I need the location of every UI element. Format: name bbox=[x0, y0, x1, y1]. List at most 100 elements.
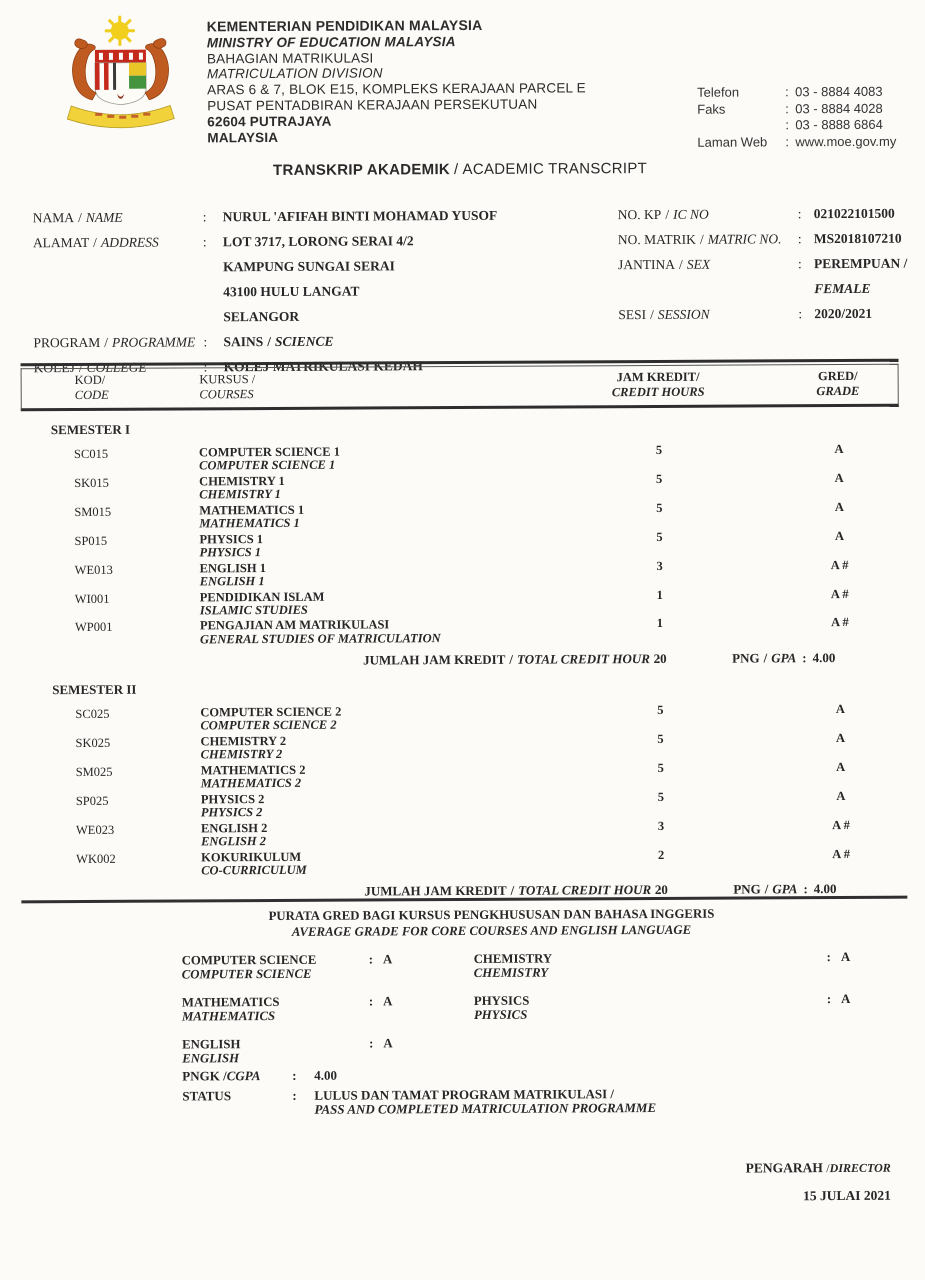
core-grades-heading-en: AVERAGE GRADE FOR CORE COURSES AND ENGLI… bbox=[291, 922, 692, 939]
ic-row: NO. KP / IC NO : 021022101500 bbox=[618, 201, 908, 228]
core-grade: A bbox=[841, 991, 851, 1007]
semester-1-total-row: JUMLAH JAM KREDIT / TOTAL CREDIT HOUR : 20… bbox=[363, 649, 836, 668]
course-code: WP001 bbox=[74, 620, 113, 635]
program-en: SCIENCE bbox=[274, 333, 334, 349]
course-code: SC025 bbox=[75, 706, 110, 722]
course-table-header: KOD/ CODE KURSUS / COURSES JAM KREDIT/ C… bbox=[20, 358, 899, 412]
core-grade-row: MATHEMATICS MATHEMATICS :A PHYSICS PHYSICS… bbox=[181, 991, 851, 1023]
summary-section: PNGK /CGPA : 4.00 STATUS : LULUS DAN TAM… bbox=[2, 1066, 925, 1124]
course-code: SK025 bbox=[75, 735, 111, 750]
course-grade: A # bbox=[830, 557, 849, 572]
course-grade: A bbox=[835, 701, 845, 717]
course-row: SC025 COMPUTER SCIENCE 2 COMPUTER SCIENCE… bbox=[0, 701, 925, 734]
contact-row-faks2: :03 - 8888 6864 bbox=[785, 116, 883, 133]
motto-banner-icon bbox=[66, 105, 175, 129]
course-credit: 5 bbox=[655, 471, 663, 486]
signature-date: 15 JULAI 2021 bbox=[803, 1187, 891, 1204]
student-info-section: NAMA / NAME : NURUL 'AFIFAH BINTI MOHAMAD … bbox=[33, 201, 908, 381]
web-label: Laman Web bbox=[697, 133, 768, 150]
course-code: SP025 bbox=[75, 793, 109, 808]
course-grade: A bbox=[834, 470, 844, 485]
core-grades-section: COMPUTER SCIENCE COMPUTER SCIENCE :A CHEM… bbox=[2, 949, 925, 1082]
document-title-en: ACADEMIC TRANSCRIPT bbox=[462, 160, 648, 178]
course-grade: A # bbox=[831, 615, 849, 630]
session-value: 2020/2021 bbox=[814, 305, 873, 322]
student-name: NURUL 'AFIFAH BINTI MOHAMAD YUSOF bbox=[222, 207, 498, 225]
core-grade: A bbox=[383, 1036, 393, 1051]
core-grade-row: COMPUTER SCIENCE COMPUTER SCIENCE :A CHEM… bbox=[181, 949, 851, 981]
course-code: WE013 bbox=[74, 562, 113, 577]
core-grade: A bbox=[383, 994, 393, 1009]
course-grade: A bbox=[834, 442, 844, 457]
course-grade: A # bbox=[832, 817, 850, 832]
course-code: SM015 bbox=[74, 504, 112, 519]
semester-2-section: SEMESTER II SC025 COMPUTER SCIENCE 2 COMP… bbox=[0, 678, 925, 902]
course-credit: 3 bbox=[657, 818, 665, 833]
course-code: SK015 bbox=[74, 475, 109, 490]
telefon-value: 03 - 8884 4083 bbox=[795, 83, 883, 100]
course-credit: 5 bbox=[657, 789, 664, 804]
course-row: WP001 PENGAJIAN AM MATRIKULASI GENERAL ST… bbox=[0, 615, 925, 647]
status-row: STATUS : LULUS DAN TAMAT PROGRAM MATRIKU… bbox=[182, 1085, 657, 1117]
course-credit: 5 bbox=[657, 731, 664, 746]
course-code: WE023 bbox=[75, 822, 115, 837]
program-my: SAINS bbox=[223, 334, 264, 350]
course-code: WK002 bbox=[76, 851, 116, 866]
course-row: WE023 ENGLISH 2 ENGLISH 2 3 A # bbox=[1, 818, 925, 849]
header-grade: GRED/ GRADE bbox=[816, 368, 860, 399]
matric-row: NO. MATRIK / MATRIC NO. : MS2018107210 bbox=[618, 226, 908, 253]
student-address-line: 43100 HULU LANGAT bbox=[223, 283, 360, 300]
faks-value-2: 03 - 8888 6864 bbox=[795, 116, 883, 133]
student-address-line: SELANGOR bbox=[223, 308, 300, 325]
course-grade: A bbox=[834, 499, 844, 514]
course-row: SP025 PHYSICS 2 PHYSICS 2 5 A bbox=[1, 789, 925, 820]
malaysia-coat-of-arms-logo bbox=[66, 15, 175, 129]
course-credit: 5 bbox=[657, 702, 664, 717]
contact-row-web: Laman Web : www.moe.gov.my bbox=[697, 133, 897, 150]
course-code: SP015 bbox=[74, 533, 108, 548]
semester-1-gpa: PNG / GPA:4.00 bbox=[732, 649, 836, 666]
course-row: SP015 PHYSICS 1 PHYSICS 1 5 A bbox=[0, 529, 925, 560]
contact-row-telefon: Telefon :03 - 8884 4083 bbox=[697, 83, 883, 100]
core-grade: A bbox=[840, 949, 851, 965]
semester-1-title: SEMESTER I bbox=[50, 421, 131, 438]
course-code: SM025 bbox=[75, 764, 113, 779]
course-credit: 5 bbox=[656, 500, 663, 515]
course-row: SK015 CHEMISTRY 1 CHEMISTRY 1 5 A bbox=[0, 471, 924, 502]
semester-1-total-credits: 20 bbox=[653, 650, 667, 666]
course-credit: 2 bbox=[657, 847, 665, 862]
course-code: WI001 bbox=[74, 591, 110, 606]
document-title-my: TRANSKRIP AKADEMIK bbox=[272, 161, 451, 179]
core-grade-row: ENGLISH ENGLISH :A bbox=[182, 1036, 393, 1065]
ic-number: 021022101500 bbox=[813, 205, 895, 222]
sex-value-en: FEMALE bbox=[814, 280, 871, 297]
semester-1-section: SEMESTER I SC015 COMPUTER SCIENCE 1 COMPU… bbox=[0, 418, 925, 671]
course-code: SC015 bbox=[73, 446, 109, 462]
cgpa-value: 4.00 bbox=[314, 1067, 338, 1083]
course-credit: 5 bbox=[657, 760, 664, 775]
address-line: PUSAT PENTADBIRAN KERAJAAN PERSEKUTUAN bbox=[207, 96, 538, 114]
student-address-line: KAMPUNG SUNGAI SERAI bbox=[223, 258, 395, 275]
course-grade: A bbox=[835, 730, 846, 745]
course-row: SC015 COMPUTER SCIENCE 1 COMPUTER SCIENCE… bbox=[0, 442, 924, 474]
course-credit: 1 bbox=[656, 587, 663, 602]
signatory-title: PENGARAH /DIRECTOR bbox=[745, 1160, 891, 1176]
ministry-letterhead: KEMENTERIAN PENDIDIKAN MALAYSIA MINISTRY… bbox=[207, 17, 586, 145]
core-grade: A bbox=[382, 952, 393, 967]
student-address-line: LOT 3717, LORONG SERAI 4/2 bbox=[222, 233, 414, 250]
course-grade: A bbox=[834, 528, 845, 543]
semester-2-total-credits: 20 bbox=[654, 881, 668, 897]
course-credit: 5 bbox=[656, 529, 663, 544]
address-line: MALAYSIA bbox=[207, 129, 279, 145]
course-grade: A # bbox=[832, 846, 851, 861]
faks-label: Faks bbox=[697, 101, 726, 117]
course-grade: A bbox=[836, 788, 846, 803]
course-row: WI001 PENDIDIKAN ISLAM ISLAMIC STUDIES 1 … bbox=[0, 587, 925, 618]
semester-2-gpa: PNG / GPA:4.00 bbox=[733, 880, 837, 897]
tiger-supporters-icon bbox=[72, 38, 169, 101]
sex-value-my: PEREMPUAN / bbox=[813, 255, 908, 272]
federal-star-icon bbox=[104, 15, 135, 46]
header-code: KOD/ CODE bbox=[74, 372, 109, 403]
course-grade: A bbox=[836, 759, 846, 774]
